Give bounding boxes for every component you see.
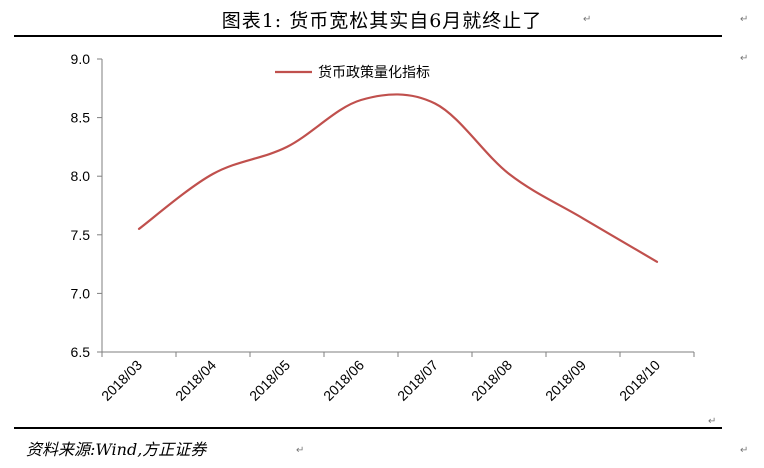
- y-tick-label: 9.0: [71, 51, 91, 67]
- y-tick-label: 7.0: [71, 285, 91, 301]
- y-axis: 6.5 7.0 7.5 8.0 8.5 9.0: [71, 51, 103, 360]
- x-axis: 2018/03 2018/04 2018/05 2018/06 2018/07 2018/…: [98, 351, 695, 404]
- x-tick-label: 2018/03: [98, 357, 145, 404]
- y-tick-label: 8.5: [71, 110, 91, 126]
- paragraph-mark: ↵: [740, 53, 749, 64]
- x-tick-label: 2018/10: [616, 357, 663, 404]
- figure-title: 图表1: 货币宽松其实自6月就终止了: [221, 10, 543, 32]
- legend: 货币政策量化指标: [275, 64, 430, 81]
- paragraph-mark: ↵: [740, 14, 749, 25]
- series-line: [137, 93, 659, 263]
- x-tick-label: 2018/04: [172, 357, 219, 404]
- x-tick-label: 2018/08: [468, 357, 515, 404]
- series-area: [137, 93, 659, 263]
- source-note: 资料来源:Wind,方正证券: [26, 440, 207, 459]
- x-tick-label: 2018/06: [320, 357, 367, 404]
- paragraph-mark: ↵: [740, 445, 749, 456]
- x-tick-label: 2018/07: [394, 357, 441, 404]
- x-tick-label: 2018/05: [246, 357, 293, 404]
- y-tick-label: 7.5: [71, 227, 91, 243]
- y-tick-label: 8.0: [71, 168, 91, 184]
- x-tick-label: 2018/09: [542, 357, 589, 404]
- y-tick-label: 6.5: [71, 344, 91, 360]
- paragraph-mark: ↵: [296, 445, 305, 456]
- title-rule: [14, 35, 722, 37]
- paragraph-mark: ↵: [583, 14, 592, 25]
- legend-label: 货币政策量化指标: [318, 64, 430, 81]
- paragraph-mark: ↵: [708, 416, 717, 427]
- source-rule: [14, 427, 722, 429]
